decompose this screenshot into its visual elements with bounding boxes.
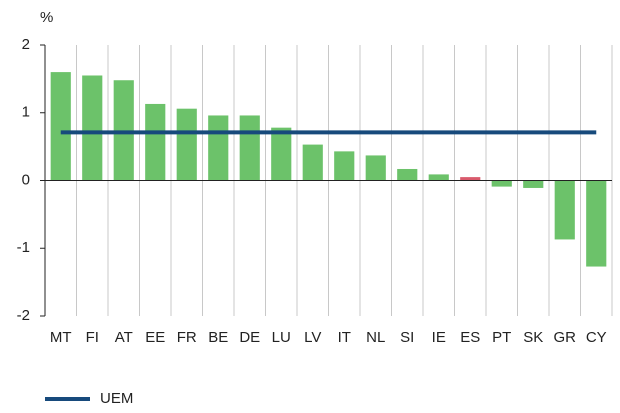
legend-label: UEM — [100, 390, 133, 407]
bar — [113, 80, 134, 181]
bar — [82, 75, 103, 181]
bar — [523, 180, 544, 188]
x-tick-label: MT — [50, 329, 72, 346]
x-tick-label: EE — [145, 329, 165, 346]
bar — [208, 115, 229, 181]
x-tick-label: LU — [272, 329, 291, 346]
x-tick-label: BE — [208, 329, 228, 346]
bar — [554, 180, 575, 240]
x-tick-label: IE — [432, 329, 446, 346]
bar — [586, 180, 607, 267]
bar — [428, 174, 449, 181]
bar — [145, 103, 166, 181]
y-tick-label: 2 — [22, 36, 30, 53]
x-tick-label: LV — [304, 329, 321, 346]
x-tick-label: GR — [554, 329, 577, 346]
bar — [365, 155, 386, 181]
y-tick-label: 1 — [22, 104, 30, 121]
x-tick-label: SK — [523, 329, 543, 346]
y-tick-label: 0 — [22, 171, 30, 188]
x-tick-label: CY — [586, 329, 607, 346]
x-tick-label: IT — [338, 329, 351, 346]
x-tick-label: FI — [86, 329, 99, 346]
y-tick-label: -1 — [17, 239, 30, 256]
x-tick-label: ES — [460, 329, 480, 346]
bar — [397, 168, 418, 181]
bar — [334, 151, 355, 181]
y-axis-label: % — [40, 9, 53, 26]
bar — [176, 108, 197, 181]
x-tick-label: PT — [492, 329, 511, 346]
bar — [491, 180, 512, 187]
bar — [271, 127, 292, 181]
bar — [239, 115, 260, 181]
x-tick-label: SI — [400, 329, 414, 346]
bar — [50, 72, 71, 181]
x-tick-label: NL — [366, 329, 385, 346]
bar — [460, 177, 481, 181]
y-tick-label: -2 — [17, 307, 30, 324]
x-tick-label: DE — [239, 329, 260, 346]
bar — [302, 144, 323, 181]
x-tick-label: AT — [115, 329, 133, 346]
x-tick-label: FR — [177, 329, 197, 346]
